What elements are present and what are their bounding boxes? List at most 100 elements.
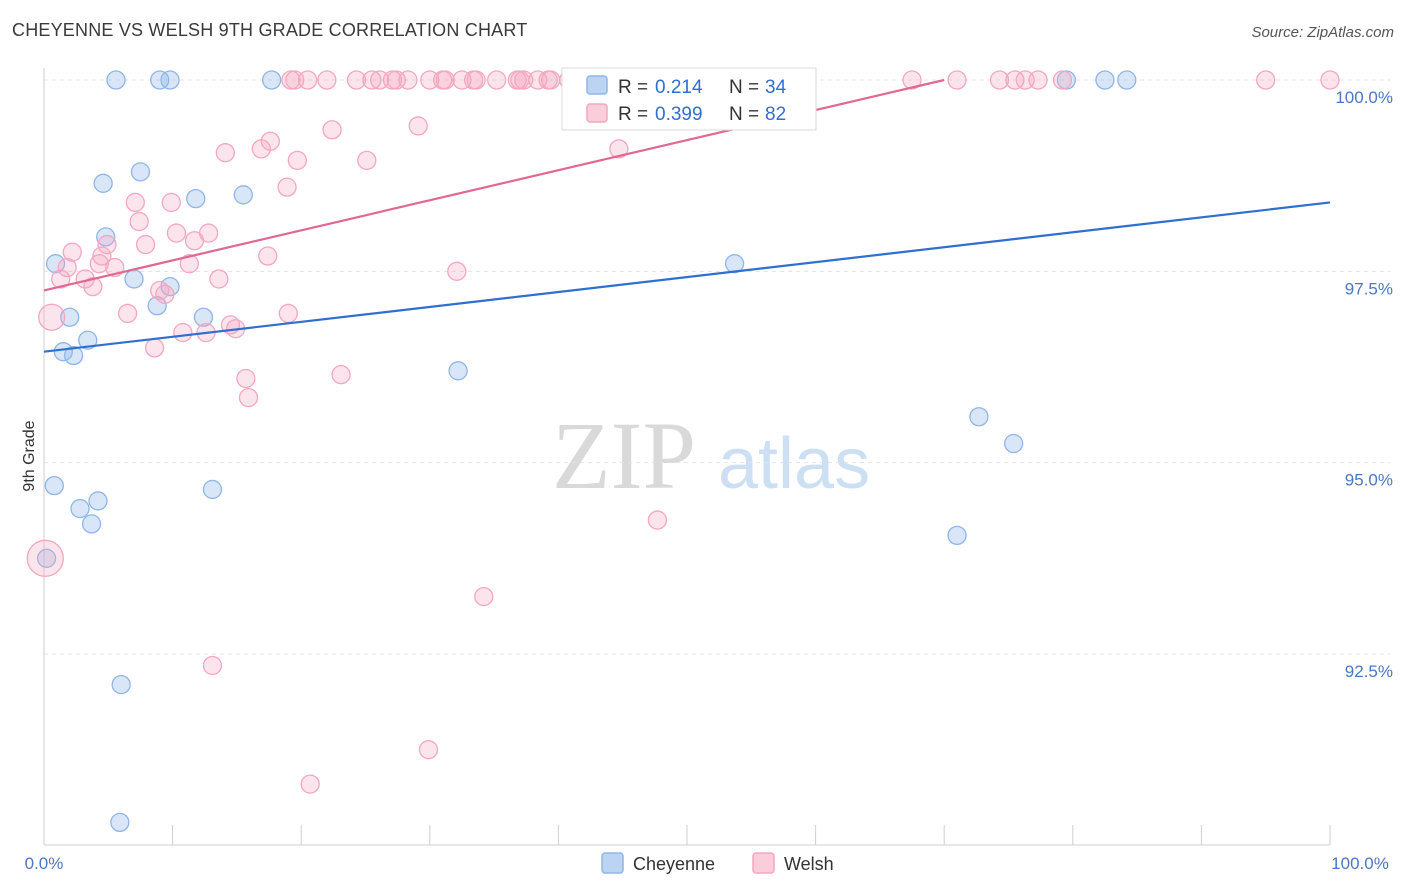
series-legend-label-welsh[interactable]: Welsh [784, 854, 834, 874]
welsh-point-41 [1320, 70, 1340, 90]
cheyenne-point-24 [969, 407, 989, 427]
chart-source: Source: ZipAtlas.com [1251, 24, 1394, 41]
legend-r-value-welsh: 0.399 [655, 104, 703, 125]
welsh-point-61 [258, 246, 278, 266]
welsh-point-34 [947, 70, 967, 90]
legend-r-label-welsh: R = [618, 104, 648, 125]
welsh-point-19 [514, 70, 534, 90]
cheyenne-point-0 [106, 70, 126, 90]
cheyenne-trend-line [43, 201, 1331, 353]
welsh-point-54 [166, 223, 187, 243]
cheyenne-point-28 [70, 498, 90, 519]
legend-swatch-welsh [586, 103, 608, 123]
legend: R = 0.214 N = 34 R = 0.399 N = 82 [561, 67, 817, 131]
cheyenne-point-31 [36, 548, 57, 568]
welsh-point-51 [125, 192, 145, 213]
cheyenne-point-20 [63, 345, 84, 366]
cheyenne-point-19 [53, 342, 73, 362]
welsh-point-60 [92, 246, 112, 266]
welsh-point-15 [466, 70, 486, 90]
legend-r-value-cheyenne: 0.214 [655, 77, 703, 98]
cheyenne-point-27 [202, 479, 223, 500]
welsh-point-72 [447, 261, 467, 281]
welsh-point-86 [418, 740, 439, 760]
welsh-point-73 [117, 303, 138, 324]
cheyenne-point-1 [150, 70, 170, 90]
welsh-point-22 [541, 70, 561, 90]
cheyenne-point-3 [261, 70, 282, 90]
welsh-point-33 [902, 70, 922, 90]
watermark: ZIP atlas [552, 402, 870, 509]
chart-title: CHEYENNE VS WELSH 9TH GRADE CORRELATION … [12, 20, 528, 40]
cheyenne-point-7 [130, 162, 151, 182]
welsh-point-62 [89, 254, 109, 274]
welsh-point-12 [435, 70, 455, 90]
welsh-point-80 [331, 365, 351, 385]
cheyenne-point-16 [193, 307, 214, 327]
series-legend-label-cheyenne[interactable]: Cheyenne [633, 854, 715, 874]
welsh-point-66 [51, 269, 71, 289]
legend-n-value-welsh: 82 [765, 104, 786, 125]
welsh-point-5 [362, 70, 382, 90]
x-tick-label-min: 0.0% [25, 854, 64, 873]
welsh-point-74 [278, 303, 298, 324]
cheyenne-point-6 [1117, 70, 1137, 90]
series-legend-swatch-welsh[interactable] [752, 852, 775, 874]
cheyenne-point-10 [233, 185, 253, 205]
watermark-atlas: atlas [718, 424, 870, 504]
welsh-point-81 [236, 368, 256, 389]
welsh-point-40 [1256, 70, 1276, 90]
welsh-point-82 [238, 387, 259, 408]
welsh-point-89 [26, 539, 64, 577]
welsh-point-3 [317, 70, 337, 90]
cheyenne-point-12 [45, 254, 66, 274]
welsh-point-84 [474, 586, 494, 607]
welsh-point-48 [357, 150, 377, 171]
welsh-point-4 [346, 70, 367, 90]
legend-swatch-cheyenne [586, 75, 608, 95]
cheyenne-point-18 [78, 330, 98, 350]
welsh-point-39 [1052, 70, 1073, 90]
welsh-point-36 [1005, 70, 1025, 90]
cheyenne-point-30 [947, 525, 967, 546]
welsh-point-43 [408, 116, 428, 136]
cheyenne-point-25 [44, 475, 64, 496]
cheyenne-point-26 [88, 491, 108, 511]
cheyenne-point-29 [81, 514, 102, 534]
cheyenne-point-11 [96, 227, 116, 247]
welsh-point-52 [161, 192, 181, 213]
legend-n-label-welsh: N = [729, 104, 759, 125]
cheyenne-point-33 [110, 812, 130, 833]
cheyenne-point-2 [160, 70, 180, 90]
welsh-point-16 [487, 70, 507, 90]
cheyenne-point-23 [1003, 433, 1024, 454]
welsh-point-70 [209, 269, 229, 289]
welsh-point-53 [129, 211, 149, 232]
watermark-zip: ZIP [552, 402, 696, 509]
series-legend: Cheyenne Welsh [601, 852, 834, 874]
welsh-point-59 [62, 242, 82, 262]
y-tick-label-3: 92.5% [1345, 662, 1393, 681]
welsh-point-64 [57, 257, 77, 278]
y-tick-label-2: 95.0% [1345, 471, 1393, 490]
cheyenne-point-9 [186, 188, 206, 209]
welsh-point-83 [647, 510, 668, 530]
welsh-point-71 [155, 284, 175, 304]
welsh-point-35 [989, 70, 1010, 90]
cheyenne-point-8 [93, 173, 113, 193]
welsh-point-58 [135, 234, 156, 255]
welsh-point-68 [83, 276, 103, 297]
welsh-point-79 [144, 338, 165, 358]
welsh-point-42 [322, 120, 342, 140]
legend-r-label-cheyenne: R = [618, 77, 648, 98]
welsh-point-85 [202, 655, 223, 676]
welsh-point-49 [609, 139, 629, 159]
cheyenne-point-21 [448, 361, 468, 381]
welsh-point-69 [150, 280, 170, 301]
x-ticks [43, 825, 1331, 845]
welsh-point-88 [38, 303, 66, 331]
x-tick-label-max: 100.0% [1331, 854, 1389, 873]
series-legend-swatch-cheyenne[interactable] [601, 852, 624, 874]
y-tick-label-1: 97.5% [1345, 279, 1393, 298]
